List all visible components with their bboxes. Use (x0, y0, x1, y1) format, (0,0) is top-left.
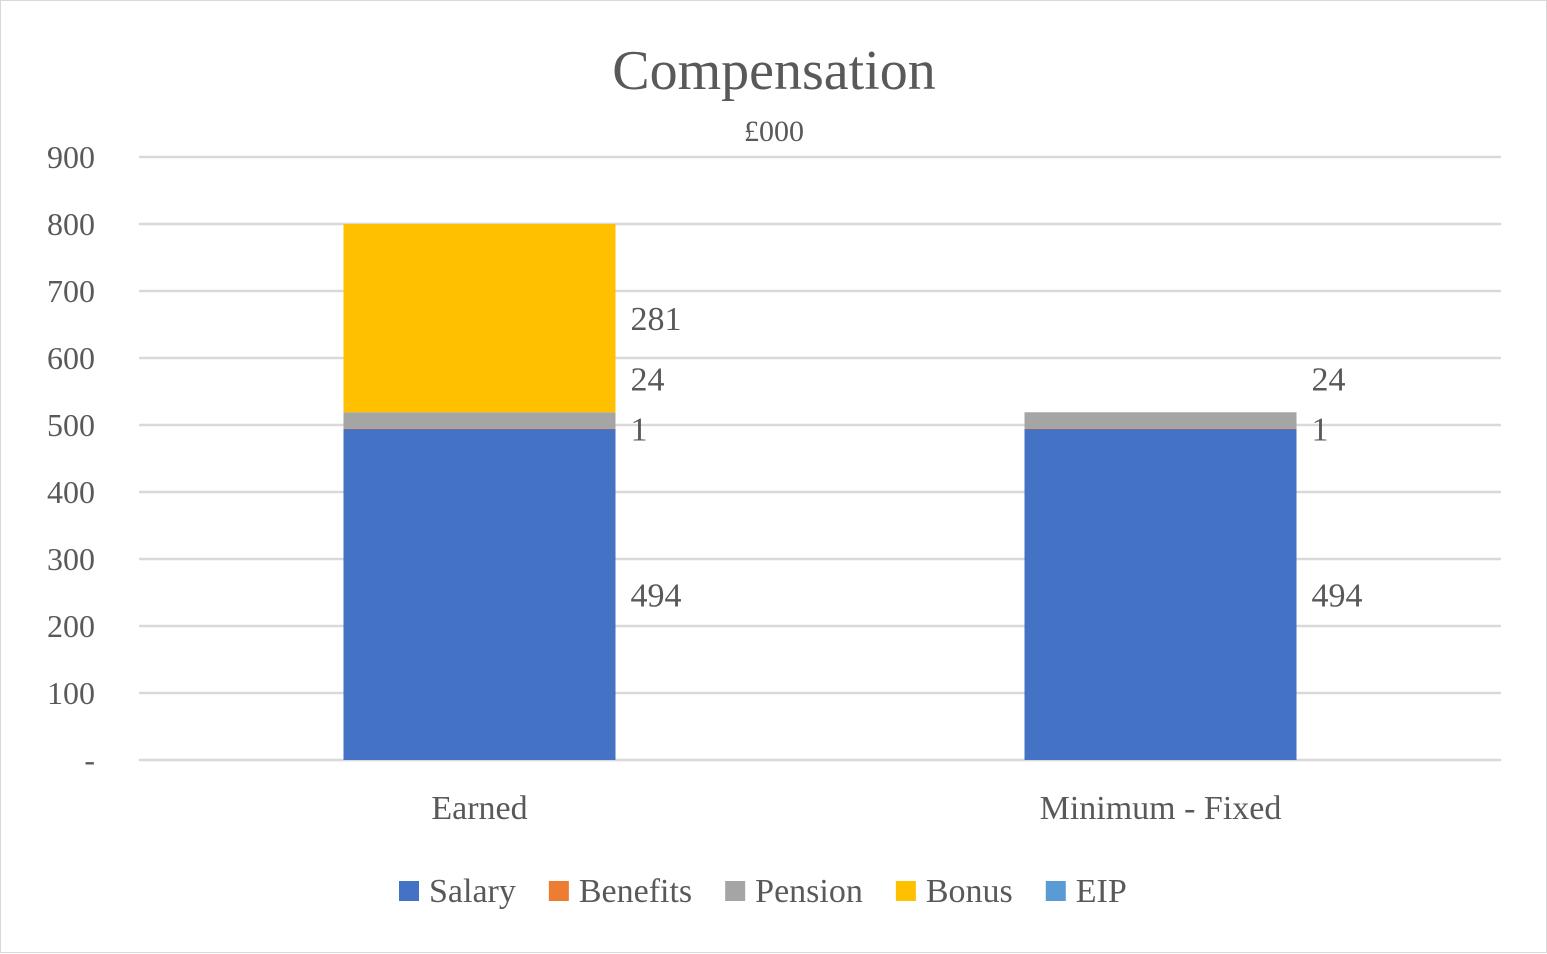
legend-label-benefits: Benefits (579, 873, 692, 910)
y-tick-label: 200 (47, 608, 95, 644)
y-axis-ticks: - 100 200 300 400 500 600 700 800 900 (47, 139, 95, 778)
y-tick-label: 500 (47, 407, 95, 443)
bar-salary-1 (1024, 429, 1297, 760)
data-label-salary-0: 494 (631, 578, 682, 615)
data-label-benefits-1: 1 (1312, 412, 1329, 449)
data-label-salary-1: 494 (1312, 578, 1363, 615)
legend-swatch-salary (399, 881, 419, 901)
legend-label-salary: Salary (429, 873, 516, 910)
legend-swatch-benefits (548, 881, 569, 901)
legend-label-bonus: Bonus (926, 873, 1013, 910)
data-label-pension-0: 24 (631, 362, 665, 399)
gridlines (139, 155, 1501, 762)
y-tick-label: 600 (47, 340, 95, 376)
data-label-benefits-0: 1 (631, 412, 648, 449)
legend-swatch-bonus (895, 881, 916, 901)
legend-label-eip: EIP (1076, 873, 1127, 910)
bar-pension-1 (1024, 412, 1297, 429)
y-tick-label: - (84, 742, 95, 778)
y-tick-label: 100 (47, 675, 95, 711)
y-tick-label: 700 (47, 273, 95, 309)
legend: Salary Benefits Pension Bonus EIP (399, 873, 1127, 910)
x-category-label: Minimum - Fixed (1040, 790, 1282, 827)
bar-benefits-0 (343, 428, 616, 430)
y-tick-label: 900 (47, 139, 95, 175)
bars (343, 224, 1297, 760)
y-tick-label: 300 (47, 541, 95, 577)
data-label-pension-1: 24 (1312, 362, 1346, 399)
bar-bonus-0 (343, 224, 616, 413)
data-label-bonus-0: 281 (631, 301, 682, 338)
y-tick-label: 400 (47, 474, 95, 510)
legend-swatch-pension (725, 881, 746, 901)
legend-label-pension: Pension (755, 873, 863, 910)
bar-salary-0 (343, 429, 616, 760)
chart-title: Compensation (612, 40, 936, 102)
bar-benefits-1 (1024, 428, 1297, 430)
chart-subtitle: £000 (744, 115, 804, 148)
bar-pension-0 (343, 412, 616, 429)
x-axis-categories: Earned Minimum - Fixed (431, 790, 1281, 827)
data-labels: 494 1 24 281 494 1 24 (631, 301, 1363, 614)
legend-swatch-eip (1045, 881, 1066, 901)
y-tick-label: 800 (47, 206, 95, 242)
x-category-label: Earned (431, 790, 527, 827)
